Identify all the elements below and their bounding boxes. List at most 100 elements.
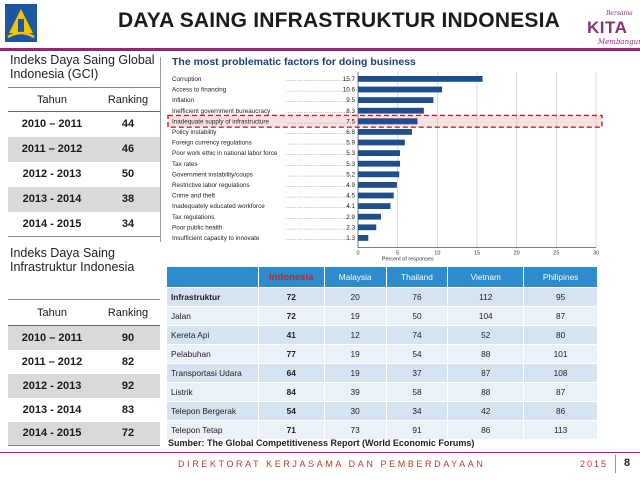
sector-cell: Jalan (166, 306, 259, 326)
category-label: Government instability/coups (172, 171, 253, 178)
value-cell: 88 (447, 382, 525, 402)
sector-cell: Listrik (166, 382, 259, 402)
logo-top-text: Bersama (606, 10, 633, 17)
year-cell: 2011 – 2012 (21, 355, 83, 368)
value-cell: 108 (523, 363, 598, 383)
leader-dots: .................................... (286, 171, 349, 178)
value-cell: 87 (523, 382, 598, 402)
year-header: Tahun (8, 87, 96, 112)
value-cell: 19 (323, 344, 387, 364)
indonesia-value-cell: 54 (257, 401, 325, 421)
country-header-thailand: Thailand (385, 266, 449, 288)
value-cell: 52 (447, 325, 525, 345)
sector-cell: Telepon Tetap (166, 420, 259, 440)
year-cell: 2014 - 2015 (22, 217, 82, 230)
rank-cell: 92 (96, 373, 160, 398)
value-cell: 91 (385, 420, 449, 440)
category-label: Corruption (172, 76, 202, 83)
year-cell: 2013 - 2014 (8, 186, 96, 212)
category-label: Crime and theft (172, 193, 215, 200)
year-cell: 2014 - 2015 (8, 421, 96, 446)
category-label: Poor public health (172, 224, 223, 231)
ministry-logo-icon (5, 4, 37, 42)
value-label: 7.5 (346, 118, 355, 125)
bar (358, 150, 401, 156)
leader-dots: .................................... (286, 108, 349, 115)
category-label: Inadequate supply of infrastructure (172, 118, 269, 125)
value-cell: 88 (447, 344, 525, 364)
indonesia-value-cell: 77 (257, 344, 325, 364)
value-cell: 87 (447, 363, 525, 383)
footer-divider (0, 452, 640, 453)
x-tick-label: 30 (593, 251, 599, 257)
sector-cell: Telepon Bergerak (166, 401, 259, 421)
bar (358, 182, 397, 188)
logo-main-text: KITA (587, 18, 628, 37)
bar (358, 203, 391, 209)
value-cell: 42 (447, 401, 525, 421)
x-axis-label: Percent of responses (382, 257, 434, 263)
leader-dots: .................................... (286, 140, 349, 147)
value-cell: 12 (323, 325, 387, 345)
bar (358, 224, 377, 231)
year-cell: 2010 – 2011 (8, 325, 96, 350)
value-cell: 19 (323, 363, 387, 383)
indonesia-value-cell: 84 (257, 382, 325, 402)
table-row: Transportasi Udara 64 19 37 87 108 (166, 363, 598, 383)
value-cell: 39 (323, 382, 387, 402)
value-label: 15.7 (343, 76, 356, 83)
value-cell: 87 (523, 306, 598, 326)
leader-dots: .................................... (286, 182, 349, 189)
gci-ranking-table: Tahun Ranking 2010 – 2011 44 2011 – 2012 4… (8, 87, 160, 237)
page-title: DAYA SAING INFRASTRUKTUR INDONESIA (118, 9, 561, 32)
table-row: 2012 - 2013 50 (8, 162, 160, 187)
category-label: Inflation (172, 97, 195, 104)
bar (358, 160, 401, 167)
sector-cell: Pelabuhan (166, 344, 259, 364)
value-cell: 50 (385, 306, 449, 326)
x-tick-label: 5 (396, 251, 399, 257)
value-label: 10.6 (343, 87, 356, 94)
value-cell: 19 (323, 306, 387, 326)
year-cell: 2012 - 2013 (22, 168, 82, 180)
country-header-vietnam: Vietnam (447, 266, 525, 288)
bar (358, 86, 443, 93)
infrastructure-heading: Indeks Daya Saing Infrastruktur Indonesi… (10, 246, 135, 274)
x-tick-label: 25 (553, 251, 559, 257)
table-row: 2011 – 2012 82 (8, 350, 160, 374)
x-tick-label: 20 (514, 251, 520, 257)
value-label: 5.2 (346, 171, 355, 178)
value-label: 4.9 (346, 182, 355, 189)
leader-dots: .................................... (286, 224, 349, 231)
year-cell: 2013 - 2014 (22, 403, 82, 416)
table-row: Telepon Tetap 71 73 91 86 113 (166, 420, 598, 440)
value-cell: 113 (523, 420, 598, 440)
value-label: 4.5 (346, 193, 355, 200)
value-cell: 112 (447, 287, 525, 307)
problematic-factors-chart: 0 5 10 15 20 25 30 Percent of responses Corrupti… (167, 72, 603, 263)
value-label: 5.3 (346, 161, 355, 168)
sector-cell: Infrastruktur (166, 287, 259, 307)
bar (358, 139, 405, 146)
table-row: 2014 - 2015 34 (8, 212, 160, 237)
indonesia-value-cell: 41 (257, 325, 325, 345)
leader-dots: .................................... (286, 87, 349, 94)
table-header-row: Indonesia Malaysia Thailand Vietnam Phil… (166, 266, 598, 288)
value-label: 2.3 (346, 224, 355, 231)
year-header: Tahun (8, 299, 96, 326)
category-label: Insufficient capacity to innovate (172, 235, 260, 242)
source-note: Sumber: The Global Competitiveness Repor… (168, 438, 475, 448)
value-label: 5.9 (346, 140, 355, 147)
x-tick-label: 15 (474, 251, 480, 257)
kita-membangun-logo: Bersama KITA Membangun (584, 6, 640, 46)
value-cell: 54 (385, 344, 449, 364)
sector-cell: Transportasi Udara (166, 363, 259, 383)
category-label: Access to financing (172, 87, 227, 94)
table-header-row: Tahun Ranking (8, 87, 160, 112)
footer-year: 2015 (580, 459, 609, 469)
leader-dots: .................................... (286, 97, 349, 104)
table-row: 2010 – 2011 90 (8, 325, 160, 350)
footer-organization: DIREKTORAT KERJASAMA DAN PEMBERDAYAAN (178, 459, 486, 469)
rank-cell: 38 (96, 186, 160, 212)
rank-cell: 90 (96, 325, 160, 350)
